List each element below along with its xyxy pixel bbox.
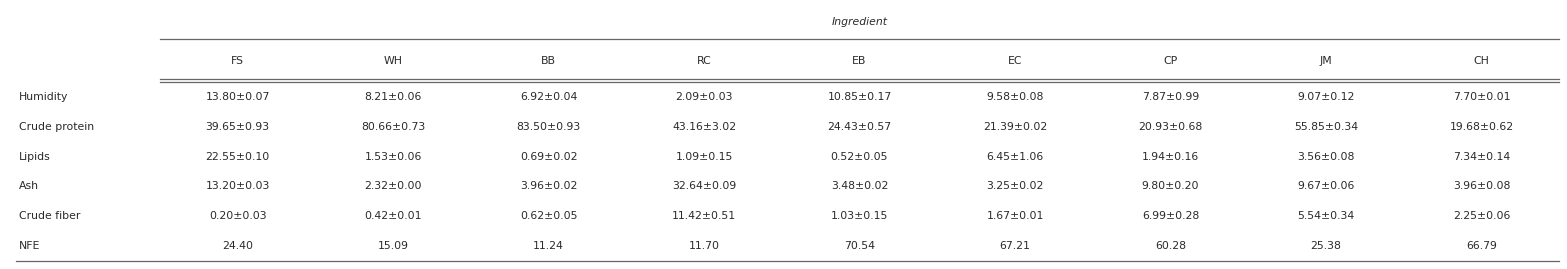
Text: 7.70±0.01: 7.70±0.01 [1453,92,1511,102]
Text: NFE: NFE [19,241,41,251]
Text: 3.56±0.08: 3.56±0.08 [1297,151,1354,162]
Text: Humidity: Humidity [19,92,69,102]
Text: 19.68±0.62: 19.68±0.62 [1449,122,1514,132]
Text: 0.42±0.01: 0.42±0.01 [364,211,422,221]
Text: 24.40: 24.40 [223,241,254,251]
Text: 3.96±0.08: 3.96±0.08 [1453,181,1511,192]
Text: 3.96±0.02: 3.96±0.02 [520,181,577,192]
Text: 1.67±0.01: 1.67±0.01 [986,211,1044,221]
Text: 43.16±3.02: 43.16±3.02 [672,122,736,132]
Text: BB: BB [541,55,556,66]
Text: 67.21: 67.21 [1000,241,1031,251]
Text: EB: EB [852,55,867,66]
Text: 13.80±0.07: 13.80±0.07 [205,92,270,102]
Text: 6.92±0.04: 6.92±0.04 [520,92,577,102]
Text: 9.67±0.06: 9.67±0.06 [1297,181,1354,192]
Text: 83.50±0.93: 83.50±0.93 [517,122,581,132]
Text: 66.79: 66.79 [1467,241,1496,251]
Text: Ash: Ash [19,181,39,192]
Text: 0.69±0.02: 0.69±0.02 [520,151,577,162]
Text: 0.20±0.03: 0.20±0.03 [208,211,266,221]
Text: FS: FS [230,55,244,66]
Text: Ingredient: Ingredient [832,17,887,27]
Text: 9.80±0.20: 9.80±0.20 [1142,181,1199,192]
Text: 15.09: 15.09 [378,241,409,251]
Text: 1.09±0.15: 1.09±0.15 [675,151,733,162]
Text: 11.42±0.51: 11.42±0.51 [672,211,736,221]
Text: 3.25±0.02: 3.25±0.02 [986,181,1044,192]
Text: 25.38: 25.38 [1310,241,1341,251]
Text: 7.34±0.14: 7.34±0.14 [1453,151,1511,162]
Text: WH: WH [384,55,403,66]
Text: 24.43±0.57: 24.43±0.57 [827,122,892,132]
Text: 0.52±0.05: 0.52±0.05 [831,151,888,162]
Text: 1.94±0.16: 1.94±0.16 [1142,151,1199,162]
Text: EC: EC [1008,55,1022,66]
Text: 13.20±0.03: 13.20±0.03 [205,181,270,192]
Text: RC: RC [697,55,711,66]
Text: 60.28: 60.28 [1155,241,1186,251]
Text: Lipids: Lipids [19,151,50,162]
Text: 11.24: 11.24 [533,241,564,251]
Text: 32.64±0.09: 32.64±0.09 [672,181,736,192]
Text: 7.87±0.99: 7.87±0.99 [1142,92,1199,102]
Text: 9.07±0.12: 9.07±0.12 [1297,92,1354,102]
Text: 70.54: 70.54 [845,241,874,251]
Text: CP: CP [1163,55,1177,66]
Text: 3.48±0.02: 3.48±0.02 [831,181,888,192]
Text: Crude protein: Crude protein [19,122,94,132]
Text: 6.45±1.06: 6.45±1.06 [986,151,1044,162]
Text: 2.25±0.06: 2.25±0.06 [1453,211,1511,221]
Text: 5.54±0.34: 5.54±0.34 [1297,211,1354,221]
Text: 11.70: 11.70 [688,241,719,251]
Text: 1.03±0.15: 1.03±0.15 [831,211,888,221]
Text: 39.65±0.93: 39.65±0.93 [205,122,270,132]
Text: JM: JM [1319,55,1332,66]
Text: 21.39±0.02: 21.39±0.02 [983,122,1047,132]
Text: 80.66±0.73: 80.66±0.73 [360,122,425,132]
Text: 9.58±0.08: 9.58±0.08 [986,92,1044,102]
Text: 2.09±0.03: 2.09±0.03 [675,92,733,102]
Text: 10.85±0.17: 10.85±0.17 [827,92,892,102]
Text: 6.99±0.28: 6.99±0.28 [1142,211,1199,221]
Text: 8.21±0.06: 8.21±0.06 [365,92,422,102]
Text: Crude fiber: Crude fiber [19,211,80,221]
Text: 22.55±0.10: 22.55±0.10 [205,151,270,162]
Text: 2.32±0.00: 2.32±0.00 [364,181,422,192]
Text: 0.62±0.05: 0.62±0.05 [520,211,577,221]
Text: CH: CH [1473,55,1489,66]
Text: 1.53±0.06: 1.53±0.06 [365,151,422,162]
Text: 55.85±0.34: 55.85±0.34 [1294,122,1359,132]
Text: 20.93±0.68: 20.93±0.68 [1138,122,1202,132]
